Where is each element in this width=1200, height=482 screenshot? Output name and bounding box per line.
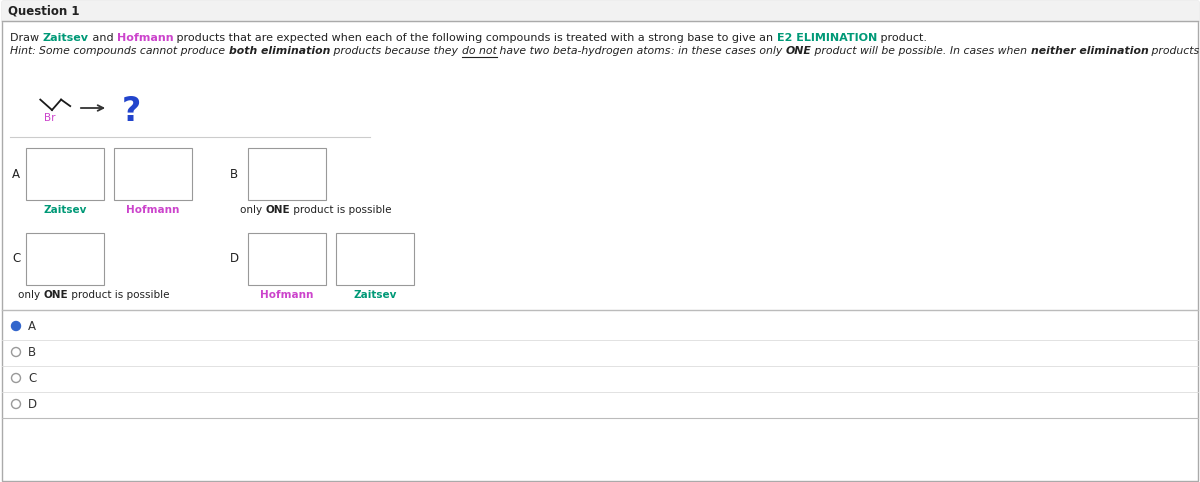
Text: : in these cases only: : in these cases only bbox=[671, 46, 786, 56]
Bar bbox=[114, 148, 192, 200]
Text: D: D bbox=[230, 253, 239, 266]
Text: Hofmann: Hofmann bbox=[126, 205, 180, 215]
Text: only: only bbox=[240, 205, 265, 215]
Text: products because they: products because they bbox=[330, 46, 462, 56]
Text: ?: ? bbox=[122, 95, 142, 128]
Text: product is possible: product is possible bbox=[290, 205, 391, 215]
Text: C: C bbox=[12, 253, 20, 266]
Text: Draw: Draw bbox=[10, 33, 43, 43]
Text: ONE: ONE bbox=[43, 290, 68, 300]
Text: Hint:: Hint: bbox=[10, 46, 40, 56]
Text: Zaitsev: Zaitsev bbox=[353, 290, 397, 300]
Text: D: D bbox=[28, 398, 37, 411]
Text: A: A bbox=[12, 168, 20, 180]
Text: neither elimination: neither elimination bbox=[1031, 46, 1148, 56]
Text: only: only bbox=[18, 290, 43, 300]
Text: both elimination: both elimination bbox=[229, 46, 330, 56]
Bar bbox=[248, 233, 326, 285]
Text: Hofmann: Hofmann bbox=[116, 33, 173, 43]
Text: Some compounds cannot produce: Some compounds cannot produce bbox=[40, 46, 229, 56]
Text: Question 1: Question 1 bbox=[8, 4, 79, 17]
Text: E2 ELIMINATION: E2 ELIMINATION bbox=[778, 33, 877, 43]
Text: product is possible: product is possible bbox=[68, 290, 169, 300]
Bar bbox=[336, 233, 414, 285]
Circle shape bbox=[12, 321, 20, 331]
Text: ONE: ONE bbox=[265, 205, 290, 215]
Text: C: C bbox=[28, 372, 36, 385]
Text: Zaitsev: Zaitsev bbox=[43, 33, 89, 43]
Text: do not: do not bbox=[462, 46, 497, 56]
Text: ONE: ONE bbox=[786, 46, 811, 56]
Bar bbox=[26, 233, 104, 285]
Text: Hofmann: Hofmann bbox=[260, 290, 313, 300]
Text: beta-hydrogen atoms: beta-hydrogen atoms bbox=[553, 46, 671, 56]
Text: A: A bbox=[28, 320, 36, 333]
Text: Br: Br bbox=[44, 113, 55, 122]
Text: have two: have two bbox=[497, 46, 553, 56]
Text: product will be possible. In cases when: product will be possible. In cases when bbox=[811, 46, 1031, 56]
Text: B: B bbox=[28, 346, 36, 359]
Text: Zaitsev: Zaitsev bbox=[43, 205, 86, 215]
Text: B: B bbox=[230, 168, 238, 180]
Text: and: and bbox=[89, 33, 116, 43]
Text: products that are expected when each of the following compounds is treated with : products that are expected when each of … bbox=[173, 33, 778, 43]
Bar bbox=[2, 1, 1198, 21]
Text: product.: product. bbox=[877, 33, 928, 43]
Bar bbox=[26, 148, 104, 200]
Text: products are possible, there will be: products are possible, there will be bbox=[1148, 46, 1200, 56]
Bar bbox=[248, 148, 326, 200]
